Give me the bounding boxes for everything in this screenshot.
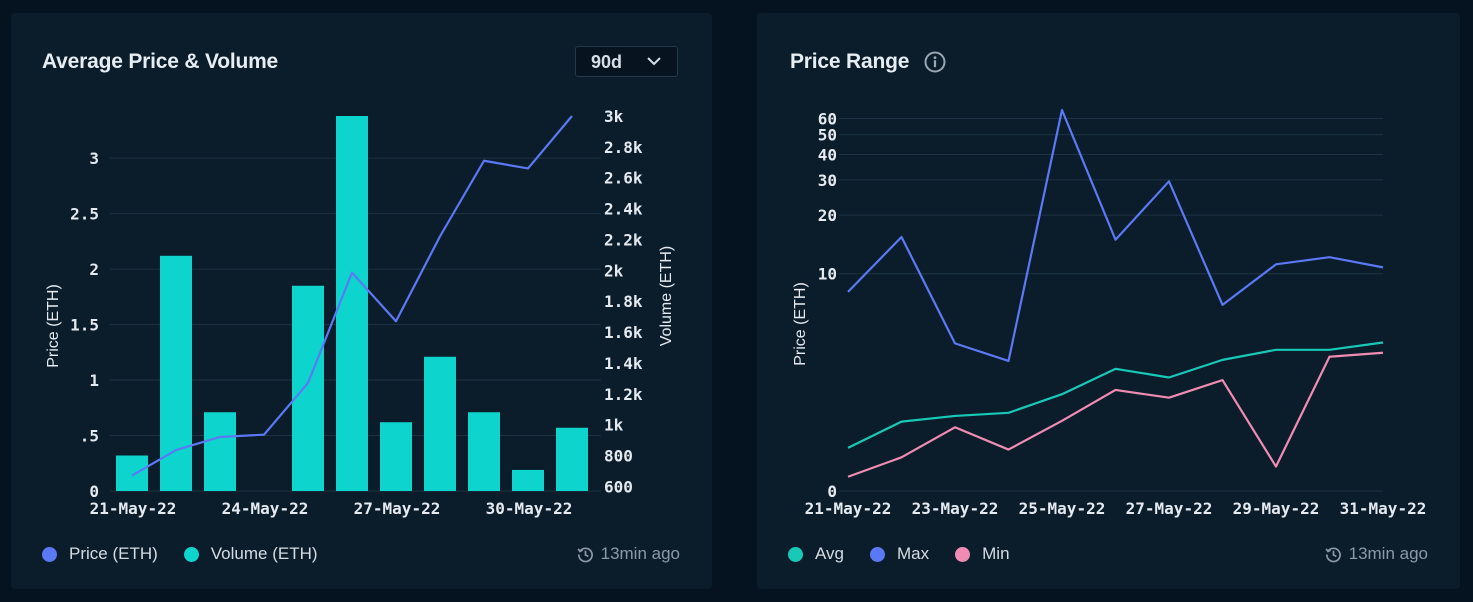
volume-bar: [424, 356, 456, 491]
legend-item-volume[interactable]: Volume (ETH): [183, 544, 318, 564]
chevron-down-icon: [647, 57, 661, 66]
card-title: Price Range: [790, 50, 910, 73]
last-updated: 13min ago: [1325, 544, 1428, 564]
y-tick-label: 30: [818, 171, 837, 190]
timestamp-text: 13min ago: [1348, 544, 1428, 563]
y2-tick-label: 3k: [604, 107, 624, 126]
legend-dot: [955, 546, 971, 562]
legend-item-price[interactable]: Price (ETH): [42, 544, 158, 564]
y-tick-label: 50: [818, 126, 837, 145]
legend-dot: [788, 546, 803, 562]
y-axis-title: Price (ETH): [792, 282, 809, 366]
volume-bar: [204, 412, 236, 491]
y2-tick-label: 2.8k: [604, 138, 643, 157]
x-tick-label: 30-May-22: [486, 499, 573, 518]
x-tick-label: 27-May-22: [354, 499, 441, 518]
y2-tick-label: 1k: [604, 416, 624, 435]
y-tick-label: .5: [80, 427, 99, 446]
y-tick-label: 20: [818, 206, 837, 225]
time-range-dropdown[interactable]: 90d: [575, 46, 678, 77]
y2-tick-label: 2.6k: [604, 169, 643, 188]
x-tick-label: 31-May-22: [1340, 499, 1427, 518]
volume-bar: [292, 285, 324, 491]
legend-item-avg[interactable]: Avg: [788, 544, 844, 564]
legend: Avg Max Min: [788, 544, 1036, 564]
legend-item-max[interactable]: Max: [870, 544, 929, 564]
y-tick-label: 2: [89, 260, 99, 279]
y2-tick-label: 600: [604, 477, 633, 496]
y2-tick-label: 2k: [604, 261, 624, 280]
x-tick-label: 21-May-22: [805, 499, 892, 518]
price-line: [131, 115, 573, 477]
legend-label: Avg: [815, 544, 844, 563]
series-line-max: [847, 108, 1384, 363]
y-tick-label: 60: [818, 110, 837, 129]
legend-dot: [42, 546, 57, 562]
y-tick-label: 40: [818, 146, 837, 165]
y-tick-label: 2.5: [70, 205, 99, 224]
x-tick-label: 25-May-22: [1019, 499, 1106, 518]
legend-label: Volume (ETH): [210, 544, 318, 563]
y-tick-label: 1.5: [70, 316, 99, 335]
x-tick-label: 24-May-22: [222, 499, 309, 518]
volume-bar: [160, 255, 192, 491]
y2-tick-label: 2.2k: [604, 230, 643, 249]
x-tick-label: 29-May-22: [1233, 499, 1320, 518]
last-updated: 13min ago: [577, 544, 680, 564]
legend-label: Price (ETH): [69, 544, 158, 563]
volume-bar: [116, 455, 148, 491]
y-tick-label: 1: [89, 371, 99, 390]
info-icon[interactable]: [924, 51, 946, 73]
volume-bar: [380, 422, 412, 491]
price-range-card: Price Range 0 10 20 30 40 50 60 21-May-22 23-May…: [757, 13, 1460, 589]
legend-dot: [870, 546, 885, 562]
y-tick-label: 3: [89, 149, 99, 168]
y2-tick-label: 1.4k: [604, 354, 643, 373]
volume-bar: [468, 412, 500, 491]
card-title: Average Price & Volume: [42, 50, 279, 73]
x-tick-label: 21-May-22: [90, 499, 177, 518]
volume-bar: [556, 427, 588, 491]
x-tick-label: 27-May-22: [1126, 499, 1213, 518]
legend-label: Min: [982, 544, 1010, 563]
legend-item-min[interactable]: Min: [955, 544, 1010, 564]
legend-label: Max: [897, 544, 930, 563]
y-tick-label: 10: [818, 265, 837, 284]
y-tick-label: 0: [89, 482, 99, 501]
volume-bar: [336, 116, 368, 491]
y2-tick-label: 1.8k: [604, 292, 643, 311]
y2-tick-label: 1.6k: [604, 323, 643, 342]
legend: Price (ETH) Volume (ETH): [42, 544, 344, 564]
y2-tick-label: 1.2k: [604, 385, 643, 404]
y-tick-label: 0: [827, 482, 837, 501]
y2-tick-label: 2.4k: [604, 200, 643, 219]
price-volume-chart: 0 .5 1 1.5 2 2.5 3 600 800 1k 1.2k 1.4k 1.6k 1.8k 2k 2.…: [45, 107, 675, 518]
time-range-value: 90d: [591, 52, 623, 72]
timestamp-text: 13min ago: [600, 544, 680, 563]
clock-refresh-icon: [1325, 546, 1341, 562]
y2-axis-title: Volume (ETH): [658, 246, 675, 346]
volume-bar: [512, 469, 544, 491]
y2-tick-label: 800: [604, 447, 633, 466]
x-tick-label: 23-May-22: [912, 499, 999, 518]
series-line-avg: [847, 341, 1384, 449]
legend-dot: [183, 546, 199, 562]
y-axis-title: Price (ETH): [45, 284, 62, 368]
series-line-min: [847, 351, 1384, 478]
clock-refresh-icon: [577, 546, 593, 562]
price-volume-card: Average Price & Volume 90d 0 .5 1 1.5 2 2.5 3 6…: [11, 13, 712, 589]
